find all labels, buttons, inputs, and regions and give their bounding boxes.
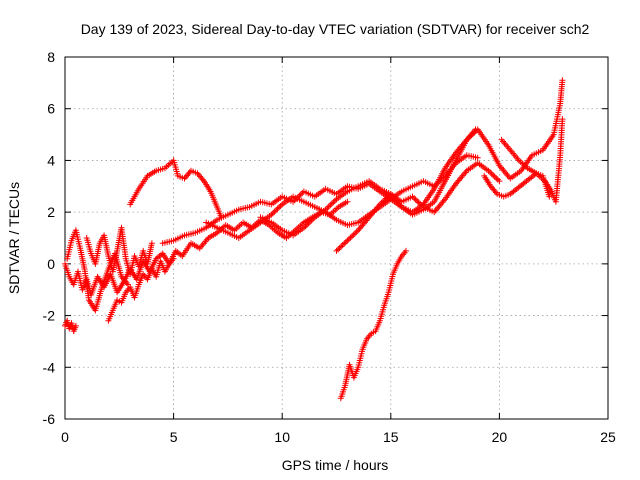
chart-title: Day 139 of 2023, Sidereal Day-to-day VTE… — [81, 21, 590, 37]
series-arc-4 — [83, 224, 155, 278]
x-tick-label: 20 — [492, 429, 508, 445]
data-point — [546, 193, 553, 200]
x-tick-label: 15 — [383, 429, 399, 445]
grid-lines — [65, 57, 608, 419]
series-line — [340, 250, 407, 399]
y-tick-label: 0 — [47, 256, 55, 272]
plot-frame — [64, 56, 609, 420]
data-point — [72, 322, 79, 329]
x-tick-label: 0 — [61, 429, 69, 445]
data-point — [474, 154, 481, 161]
data-point — [559, 116, 566, 123]
axis-ticks — [64, 56, 609, 420]
series-arc-6 — [127, 157, 225, 221]
data-point — [403, 247, 409, 254]
data-point — [170, 255, 177, 262]
y-axis-title: SDTVAR / TECUs — [6, 182, 22, 294]
y-tick-label: -6 — [43, 411, 56, 427]
series-arc-10 — [333, 77, 566, 254]
x-axis-title: GPS time / hours — [282, 457, 389, 473]
y-tick-label: 4 — [47, 152, 55, 168]
y-tick-label: 8 — [47, 49, 55, 65]
data-point — [148, 240, 155, 247]
data-point — [344, 198, 351, 205]
data-points — [62, 77, 566, 402]
series-arc-9 — [257, 160, 503, 239]
series-line — [336, 80, 563, 252]
y-tick-label: -4 — [43, 359, 56, 375]
series-arc-13 — [481, 170, 553, 200]
y-tick-labels: -6 -4 -2 0 2 4 6 8 — [43, 49, 56, 427]
y-tick-label: 2 — [47, 204, 55, 220]
data-point — [496, 178, 503, 185]
series-arc-2 — [62, 317, 79, 335]
y-tick-label: -2 — [43, 308, 56, 324]
series-arc-5 — [105, 255, 177, 324]
series-arc-11 — [337, 247, 409, 402]
x-tick-labels: 0 5 10 15 20 25 — [61, 429, 616, 445]
x-tick-label: 5 — [170, 429, 178, 445]
data-point — [559, 77, 566, 84]
x-tick-label: 25 — [600, 429, 616, 445]
y-tick-label: 6 — [47, 101, 55, 117]
x-tick-label: 10 — [274, 429, 290, 445]
